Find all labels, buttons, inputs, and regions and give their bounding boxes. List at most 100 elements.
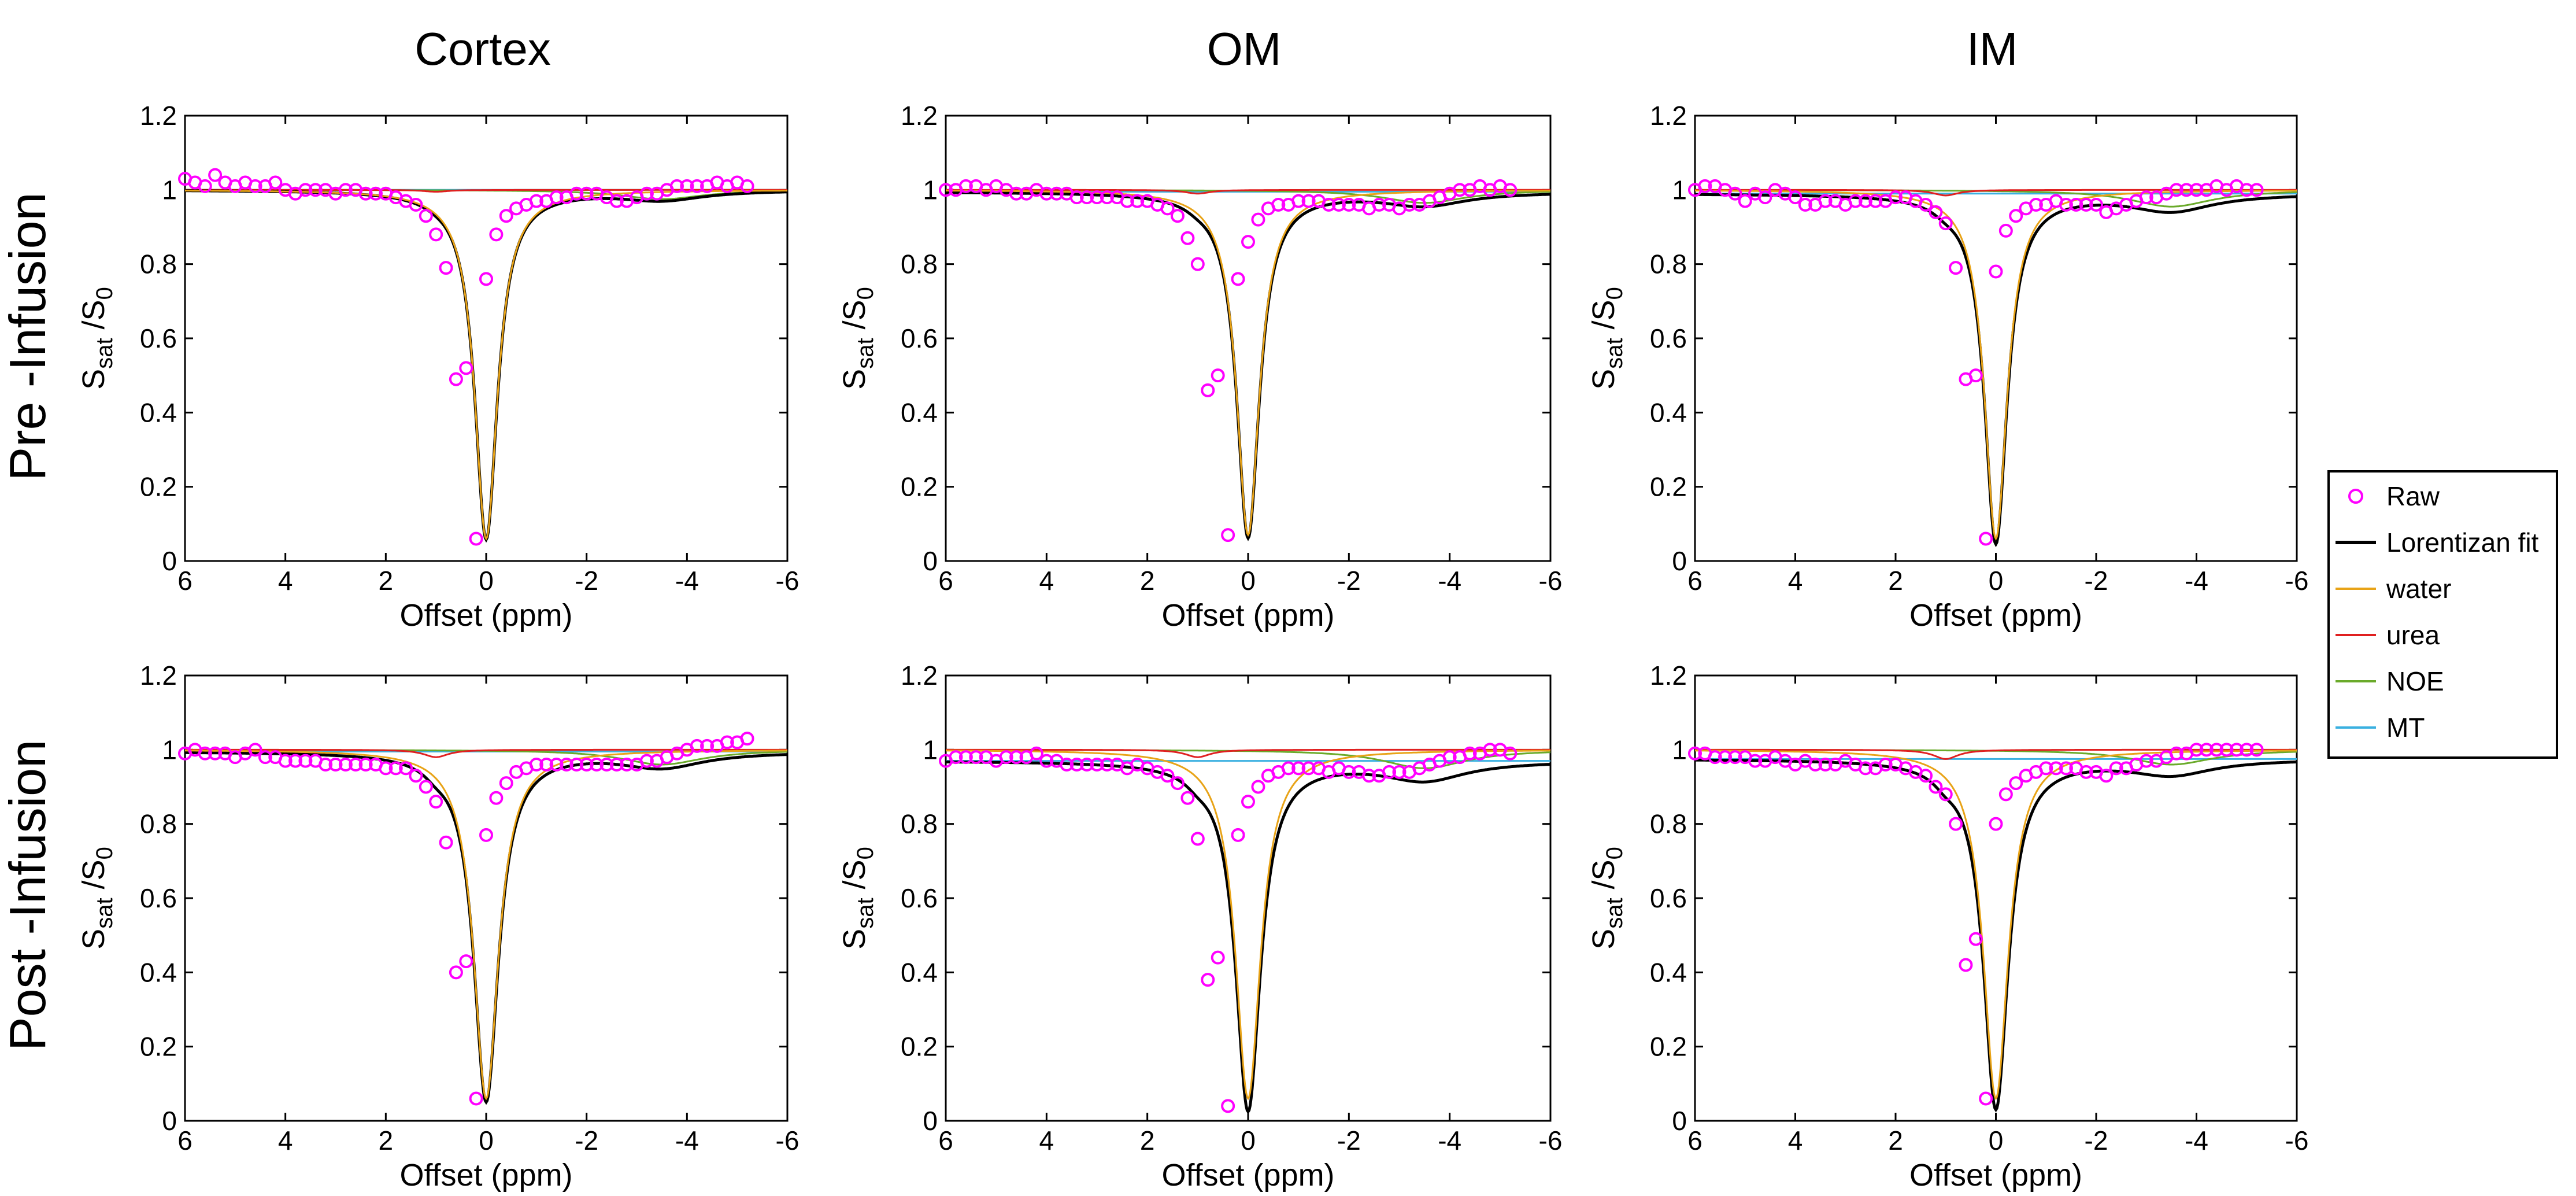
raw-point [999, 750, 1013, 765]
raw-point [958, 179, 973, 193]
raw-point [1372, 198, 1386, 212]
x-tick-label: 0 [479, 566, 494, 596]
raw-point [1503, 746, 1518, 761]
x-tick-label: -4 [675, 1125, 699, 1156]
raw-point [419, 780, 433, 794]
raw-point [1442, 750, 1457, 765]
raw-point [609, 758, 624, 772]
series-water-line [946, 190, 1550, 537]
y-axis-label: Ssat /S0 [837, 287, 878, 390]
raw-point [1080, 758, 1094, 772]
raw-point [2099, 769, 2114, 783]
raw-point [2249, 743, 2264, 757]
raw-point [409, 769, 423, 783]
legend-marker-raw [2348, 489, 2363, 504]
raw-point [1069, 758, 1084, 772]
raw-point [479, 828, 493, 842]
y-axis-label: Ssat /S0 [76, 847, 117, 950]
raw-point [358, 758, 373, 772]
legend-item-urea: urea [2336, 620, 2440, 650]
series-lorentzian-fit-line [185, 751, 787, 1105]
x-axis-label: Offset (ppm) [399, 598, 572, 633]
raw-point [529, 758, 543, 772]
raw-point [599, 758, 614, 772]
y-tick-label: 1 [162, 734, 177, 765]
raw-point [1231, 272, 1245, 286]
y-tick-label: 1 [1672, 175, 1687, 205]
raw-point [1798, 198, 1812, 212]
raw-point [1180, 791, 1195, 805]
raw-point [399, 761, 413, 776]
y-tick-label: 0.2 [140, 472, 177, 502]
raw-point [1392, 765, 1407, 779]
raw-point [499, 776, 513, 791]
raw-point [1959, 958, 1973, 972]
panel-cortex-post: 6 4 2 0 -2 -4 -6 0 0.2 0.4 0.6 0.8 1 1.2 Offset (ppm) S… [76, 660, 799, 1193]
raw-point [669, 179, 684, 193]
raw-point [419, 209, 433, 223]
y-axis-label: Ssat /S0 [1586, 287, 1627, 390]
panel-im-pre: 6 4 2 0 -2 -4 -6 0 0.2 0.4 0.6 0.8 1 1.2 Offset (ppm) S… [1586, 101, 2308, 633]
raw-point [1190, 257, 1205, 271]
raw-point [1069, 190, 1084, 205]
raw-point [268, 175, 283, 190]
row-label-post-infusion: Post -Infusion [0, 740, 56, 1051]
y-tick-label: 0.8 [140, 249, 177, 279]
legend-item-noe: NOE [2336, 666, 2444, 696]
x-tick-label: 0 [479, 1125, 494, 1156]
y-tick-label: 0.6 [1650, 323, 1687, 353]
raw-point [1211, 368, 1225, 383]
raw-point [1949, 817, 1963, 831]
raw-point [1160, 201, 1175, 216]
raw-point [958, 750, 973, 765]
x-tick-label: 2 [1888, 566, 1903, 596]
raw-point [1009, 186, 1024, 201]
y-tick-label: 0.2 [1650, 1032, 1687, 1062]
raw-point [469, 1091, 483, 1106]
legend-box [2327, 470, 2558, 759]
raw-point [1241, 235, 1255, 249]
raw-point [2029, 198, 2043, 212]
raw-point [308, 183, 323, 197]
raw-point [459, 954, 473, 969]
raw-point [248, 179, 262, 193]
raw-point [1998, 787, 2013, 802]
y-tick-label: 1.2 [901, 101, 938, 131]
raw-point [208, 746, 223, 761]
y-tick-label: 0 [1672, 1106, 1687, 1136]
raw-point [2039, 761, 2053, 776]
series-water-line [946, 750, 1550, 1101]
raw-point [2189, 743, 2204, 757]
raw-point [328, 758, 343, 772]
raw-point [1463, 746, 1477, 761]
raw-point [439, 261, 453, 275]
x-tick-label: 0 [1989, 1125, 2004, 1156]
y-tick-label: 0.6 [1650, 883, 1687, 913]
raw-point [1120, 194, 1134, 208]
series-urea-line [185, 748, 787, 758]
raw-point [288, 754, 303, 768]
y-tick-label: 0.4 [140, 397, 177, 427]
y-tick-label: 0.8 [901, 809, 938, 839]
raw-point [690, 739, 704, 753]
raw-point [2199, 743, 2214, 757]
raw-point [1221, 528, 1235, 542]
raw-point [1848, 194, 1863, 208]
x-tick-label: 2 [1888, 1125, 1903, 1156]
raw-point [2139, 754, 2153, 768]
raw-point [358, 186, 373, 201]
series-water-line [1695, 750, 2297, 1101]
x-tick-label: -2 [2085, 566, 2108, 596]
raw-point [1919, 769, 1933, 783]
raw-point [1211, 950, 1225, 965]
raw-point [690, 179, 704, 193]
y-tick-label: 1.2 [140, 660, 177, 691]
y-tick-label: 0.4 [901, 957, 938, 987]
raw-point [338, 758, 353, 772]
legend-label-fit: Lorentizan fit [2386, 527, 2539, 558]
raw-point [639, 754, 654, 768]
series-water-line [185, 750, 787, 1101]
raw-point [1331, 198, 1346, 212]
raw-point [1271, 198, 1286, 212]
